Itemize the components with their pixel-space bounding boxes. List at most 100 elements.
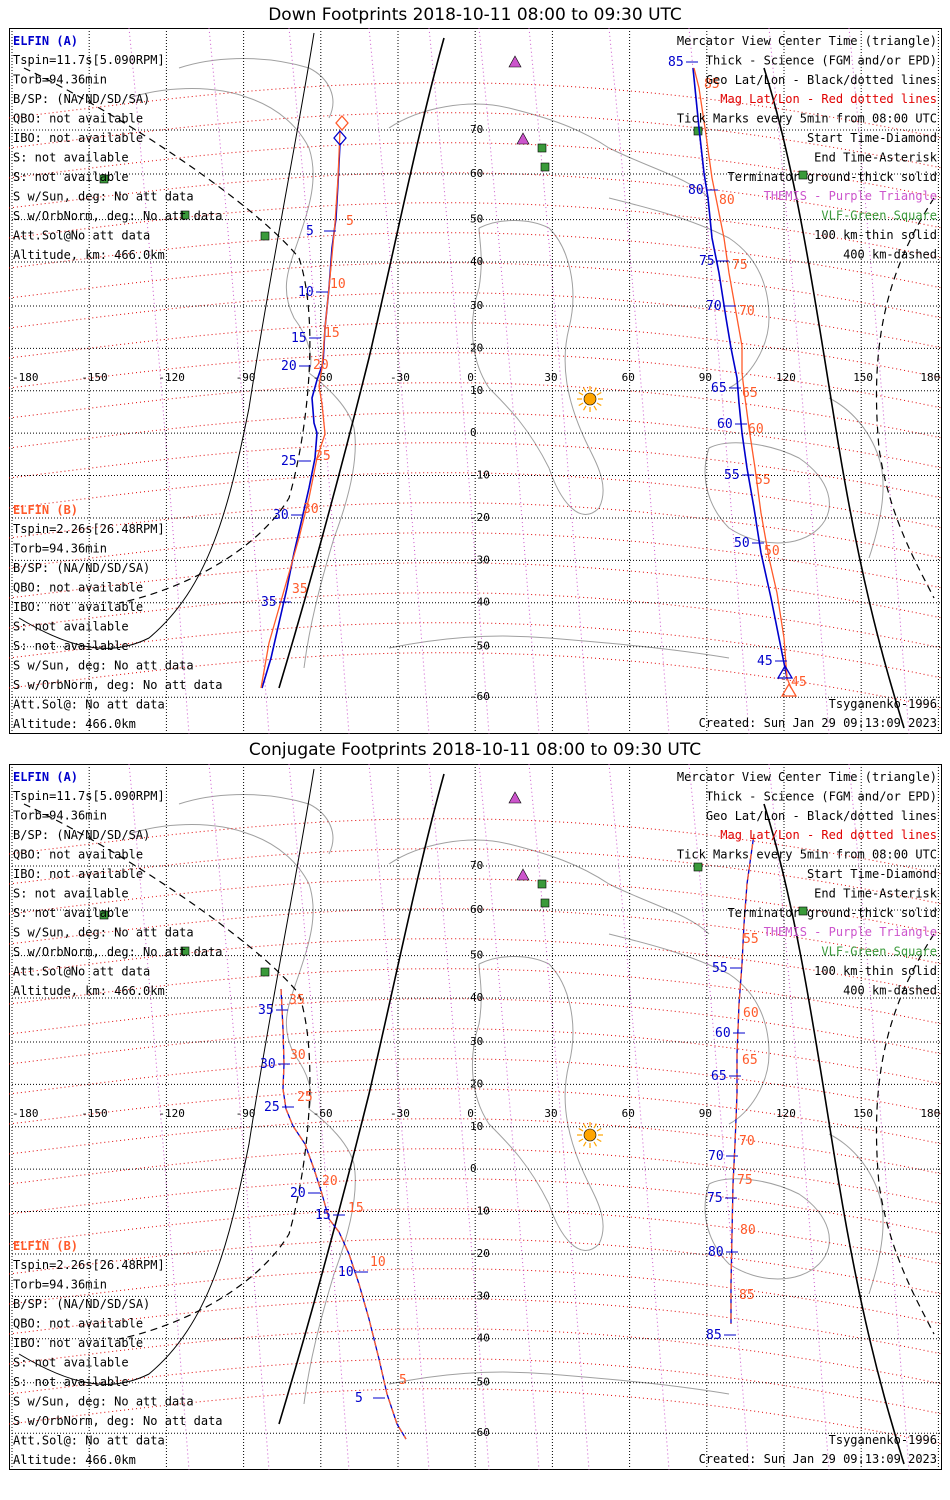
elfin-b-tick-label: 60 [743, 1006, 759, 1021]
axis-labels: -180 -150 -120 -90 -60 -30 0 30 60 90 120 150 180706… [12, 859, 940, 1439]
coastline-segment [388, 839, 710, 935]
elfin-b-tick-label: 20 [313, 358, 329, 373]
elfin-b-info-line: Att.Sol@: No att data [13, 698, 165, 712]
elfin-a-tick-label: 35 [258, 1003, 274, 1018]
lon-tick-label: -30 [390, 371, 410, 384]
elfin-a-info-line: S: not available [13, 887, 129, 901]
elfin-a-tick-label: 35 [261, 595, 277, 610]
elfin-b-track [280, 988, 407, 1440]
mag-lon-line [528, 764, 590, 1470]
terminator-west [278, 37, 445, 689]
sun-ray [578, 402, 584, 407]
elfin-b-tick-label: 30 [303, 502, 319, 517]
mag-lon-line [128, 764, 190, 1470]
vlf-station-square [260, 231, 270, 241]
elfin-b-info-line: S: not available [13, 1356, 129, 1370]
elfin-a-tick-label: 20 [281, 359, 297, 374]
elfin-a-info-line: Att.Sol@No att data [13, 965, 150, 979]
terminator-east [763, 803, 905, 1465]
elfin-a-tick-label: 15 [291, 331, 307, 346]
elfin-b-info-line: Altitude: 466.0km [13, 1453, 136, 1467]
elfin-b-tick-label: 5 [399, 1373, 407, 1388]
elfin-a-tick-label: 5 [306, 224, 314, 239]
elfin-a-info-line: B/SP: (NA/ND/SD/SA) [13, 828, 150, 842]
vlf-station-square [99, 910, 109, 920]
elfin-b-info-line: Tspin=2.26s[26.48RPM] [13, 522, 165, 536]
footer: Tsyganenko-1996 Created: Sun Jan 29 09:13… [699, 697, 937, 730]
elfin-a-tick-label: 65 [711, 1069, 727, 1084]
lon-tick-label: 90 [699, 371, 712, 384]
elfin-b-tick-label: 70 [739, 304, 755, 319]
elfin-b-tick-label: 75 [737, 1173, 753, 1188]
elfin-a-tick-label: 25 [281, 454, 297, 469]
elfin-b-tick-label: 45 [791, 675, 807, 690]
elfin-a-info-line: S w/Sun, deg: No att data [13, 926, 194, 940]
elfin-a-tick-label: 20 [290, 1186, 306, 1201]
lat-tick-label: 40 [470, 255, 483, 268]
elfin-a-info-line: QBO: not available [13, 848, 143, 862]
vlf-station-square [540, 162, 550, 172]
coastline-segment [608, 933, 770, 1125]
elfin-b-tick-label: 60 [748, 422, 764, 437]
elfin-b-tick-label: 35 [292, 582, 308, 597]
coastline-segment [828, 397, 884, 559]
elfin-b-info-line: S: not available [13, 639, 129, 653]
elfin-a-info-line: Altitude, km: 466.0km [13, 984, 165, 998]
vlf-station-square [693, 126, 703, 136]
elfin-b-tick-label: 10 [330, 277, 346, 292]
lat-tick-label: 20 [470, 1077, 483, 1090]
themis-station-triangle [508, 55, 522, 68]
elfin-b-info-line: QBO: not available [13, 1317, 143, 1331]
elfin-b-info-line: B/SP: (NA/ND/SD/SA) [13, 1297, 150, 1311]
coastline-segment [478, 220, 604, 509]
elfin-b-info-line: IBO: not available [13, 600, 143, 614]
lon-tick-label: -150 [81, 371, 108, 384]
elfin-b-tick-label: 80 [719, 193, 735, 208]
track-tick-labels: 3530252015105556065707580853530252015105… [258, 932, 759, 1406]
lon-tick-label: -30 [390, 1107, 410, 1120]
conjugate-footprints-title: Conjugate Footprints 2018-10-11 08:00 to… [248, 740, 702, 760]
elfin-b-header: ELFIN (B) [13, 1239, 78, 1253]
legend-line: Tick Marks every 5min from 08:00 UTC [677, 112, 937, 126]
elfin-b-info-line: IBO: not available [13, 1336, 143, 1350]
axis-labels: -180 -150 -120 -90 -60 -30 0 30 60 90 120 150 180706… [12, 123, 940, 703]
elfin-a-info-line: IBO: not available [13, 131, 143, 145]
lat-tick-label: -10 [470, 1205, 490, 1218]
elfin-b-tick-label: 85 [704, 77, 720, 92]
elfin-a-tick-label: 60 [717, 417, 733, 432]
elfin-b-info-line: S w/Sun, deg: No att data [13, 1395, 194, 1409]
lat-tick-label: -20 [470, 511, 490, 524]
lat-tick-label: 0 [470, 1162, 477, 1175]
elfin-a-tick-label: 70 [706, 299, 722, 314]
elfin-b-info-line: Torb=94.36min [13, 1278, 107, 1292]
coastline-segment [704, 1178, 830, 1280]
elfin-a-tick-label: 85 [668, 55, 684, 70]
elfin-b-tick-label: 65 [742, 1053, 758, 1068]
track-tick-labels: 5 10 15 20 25 30 35 85 80 75 70 65 60 55 50 45 5 10 15 20 25… [261, 55, 807, 690]
lat-tick-label: 40 [470, 991, 483, 1004]
elfin-b-tick-label: 25 [315, 449, 331, 464]
elfin-a-tick-label: 45 [757, 654, 773, 669]
elfin-b-tick-label: 15 [324, 326, 340, 341]
sun-disc [583, 392, 597, 406]
lon-tick-label: 180 [920, 1107, 940, 1120]
sun-ray [582, 1141, 587, 1147]
legend-line: VLF-Green Square [821, 945, 937, 959]
lon-tick-label: 180 [920, 371, 940, 384]
lon-tick-label: -150 [81, 1107, 108, 1120]
lat-tick-label: 60 [470, 903, 483, 916]
lon-tick-label: -120 [158, 371, 185, 384]
terminator-east [763, 67, 905, 729]
legend-line: Terminator ground-thick solid [727, 906, 937, 920]
lat-tick-label: 30 [470, 1035, 483, 1048]
lon-tick-label: -60 [313, 371, 333, 384]
themis-station-triangle [516, 132, 530, 145]
lon-tick-label: 90 [699, 1107, 712, 1120]
elfin-a-tick-label: 70 [708, 1149, 724, 1164]
legend-line: Mag Lat/Lon - Red dotted lines [720, 828, 937, 842]
elfin-b-info-line: S w/Sun, deg: No att data [13, 659, 194, 673]
sun-ray [593, 1123, 598, 1129]
lat-tick-label: 10 [470, 384, 483, 397]
sun-ray [578, 1138, 584, 1143]
elfin-a-info-line: S w/OrbNorm, deg: No att data [13, 945, 223, 959]
